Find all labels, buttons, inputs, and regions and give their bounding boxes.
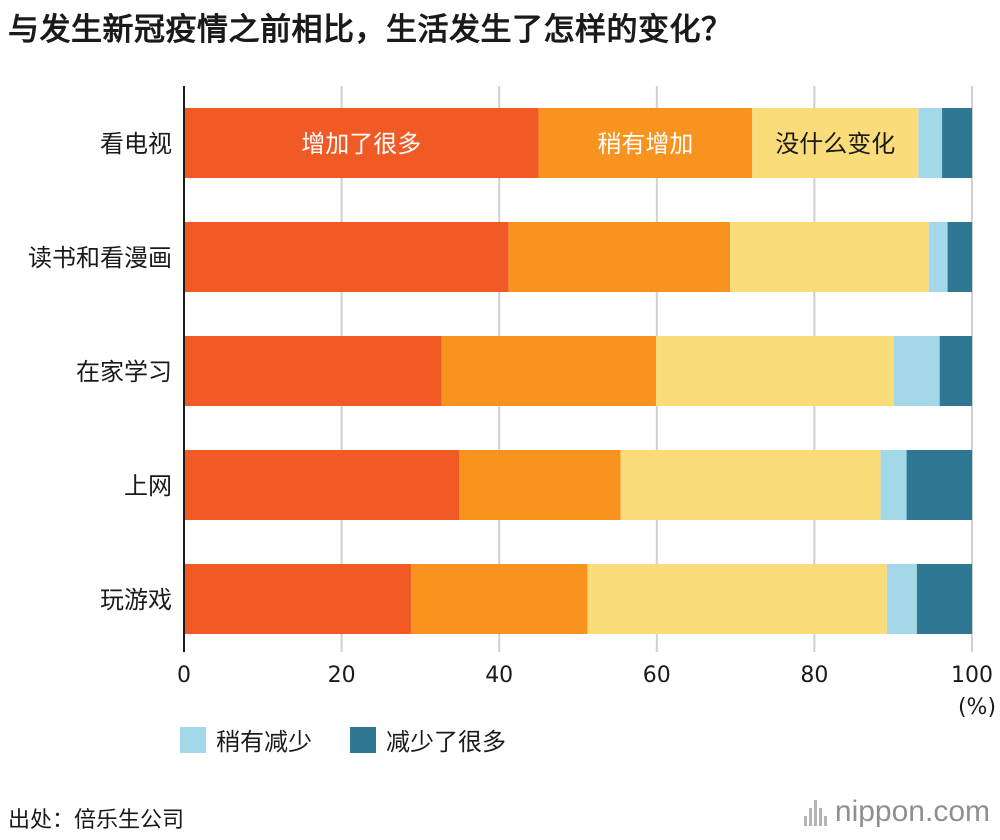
- legend-item-greatly-decreased: 减少了很多: [350, 722, 506, 757]
- bar-3-减少了很多: [906, 450, 972, 520]
- bar-0-没什么变化: [752, 108, 919, 178]
- category-label-0: 看电视: [100, 130, 172, 158]
- legend-label-greatly-decreased: 减少了很多: [386, 728, 506, 756]
- bar-0-减少了很多: [942, 108, 972, 178]
- legend-swatch-slightly-decreased: [180, 726, 206, 753]
- x-tick-label-40: 40: [485, 663, 513, 688]
- x-axis-unit: (%): [958, 695, 996, 720]
- bar-2-稍有减少: [893, 336, 940, 406]
- legend-label-slightly-decreased: 稍有减少: [216, 728, 312, 756]
- bar-3-没什么变化: [620, 450, 881, 520]
- bar-4-减少了很多: [916, 564, 972, 634]
- x-tick-label-100: 100: [951, 663, 993, 688]
- brand-waveform-icon: [803, 798, 827, 826]
- bar-1-增加了很多: [184, 222, 509, 292]
- legend-item-slightly-decreased: 稍有减少: [180, 722, 312, 757]
- x-tick-label-80: 80: [800, 663, 828, 688]
- bar-3-稍有增加: [459, 450, 621, 520]
- bar-4-稍有减少: [886, 564, 917, 634]
- segment-label-0-没什么变化: 没什么变化: [775, 130, 895, 158]
- legend-swatch-greatly-decreased: [350, 726, 376, 753]
- bar-1-稍有减少: [928, 222, 948, 292]
- source-note: 出处：倍乐生公司: [8, 808, 185, 833]
- segment-label-0-增加了很多: 增加了很多: [301, 130, 421, 158]
- bar-0-稍有增加: [538, 108, 753, 178]
- category-label-1: 读书和看漫画: [28, 244, 172, 272]
- bar-2-稍有增加: [441, 336, 657, 406]
- bar-0-增加了很多: [184, 108, 539, 178]
- bar-2-增加了很多: [184, 336, 442, 406]
- bar-1-没什么变化: [730, 222, 929, 292]
- bar-3-增加了很多: [184, 450, 460, 520]
- segment-label-0-稍有增加: 稍有增加: [597, 130, 693, 158]
- bars: [184, 108, 972, 634]
- stacked-bar-chart: 0 20 40 60 80 100 (%) 增加了很多 稍有增加 没什么变化 看电视读书和看漫画在…: [28, 86, 996, 720]
- bar-3-稍有减少: [880, 450, 907, 520]
- x-tick-label-60: 60: [643, 663, 671, 688]
- brand-name: nippon.com: [834, 795, 990, 828]
- category-label-2: 在家学习: [76, 358, 172, 386]
- bar-4-增加了很多: [184, 564, 411, 634]
- axes: 0 20 40 60 80 100 (%): [177, 86, 996, 720]
- bar-4-没什么变化: [587, 564, 887, 634]
- bar-2-没什么变化: [656, 336, 894, 406]
- bar-0-稍有减少: [918, 108, 943, 178]
- x-tick-label-0: 0: [177, 663, 191, 688]
- category-label-3: 上网: [124, 472, 172, 500]
- bar-1-稍有增加: [508, 222, 731, 292]
- x-tick-label-20: 20: [328, 663, 356, 688]
- brand-logo: nippon.com: [803, 795, 990, 829]
- legend: 稍有减少 减少了很多: [180, 722, 528, 757]
- bar-2-减少了很多: [939, 336, 972, 406]
- bar-1-减少了很多: [947, 222, 972, 292]
- bar-4-稍有增加: [410, 564, 588, 634]
- category-label-4: 玩游戏: [100, 586, 172, 614]
- chart-title: 与发生新冠疫情之前相比，生活发生了怎样的变化？: [8, 12, 733, 48]
